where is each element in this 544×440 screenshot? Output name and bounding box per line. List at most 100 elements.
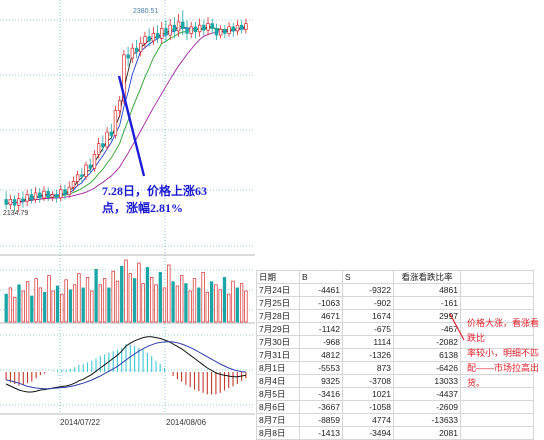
cell-s: -1326 [342, 348, 394, 362]
cell-s: -902 [342, 296, 394, 310]
table-row: 8月7日 -8859 4774 -13633 [256, 413, 534, 427]
cell-ratio: 4861 [393, 283, 461, 297]
volume-bar [222, 277, 227, 323]
moving-average-line [5, 27, 246, 205]
volume-bar [214, 284, 218, 323]
candle-body [126, 54, 130, 59]
stock-chart: 2380.51 2134.79 2014/07/22 2014/08/06 7.28日… [0, 0, 255, 432]
chart-canvas: 2380.51 2134.79 2014/07/22 2014/08/06 [0, 0, 255, 427]
volume-bar [141, 283, 145, 323]
candle-body [176, 21, 181, 32]
cell-b: 9325 [299, 374, 343, 388]
candle-body [59, 189, 63, 199]
volume-bar [38, 287, 43, 323]
candle-body [185, 28, 189, 34]
candle-body [42, 190, 46, 199]
candle-body [197, 24, 202, 33]
volume-bar [77, 273, 81, 323]
cell-s: 1021 [342, 387, 394, 401]
volume-bar [72, 284, 77, 323]
cell-s: 4774 [342, 413, 394, 427]
candle-body [239, 24, 244, 30]
candle-body [21, 198, 25, 202]
cell-date: 8月5日 [256, 387, 300, 401]
volume-bar [115, 280, 120, 323]
candle-body [218, 28, 223, 36]
price-annotation: 7.28日，价格上涨63 点，涨幅2.81% [102, 183, 212, 217]
volume-bar [201, 272, 205, 323]
candle-body [122, 54, 126, 102]
volume-bar [43, 291, 47, 323]
cell-ratio: 2997 [393, 309, 461, 323]
volume-bar [192, 278, 197, 323]
candle-body [130, 47, 135, 59]
candle-body [4, 199, 8, 205]
candle-body [134, 47, 139, 52]
volume-bar [17, 284, 21, 323]
analysis-note: 价格大涨，看涨看跌比 率较小，明细不匹 配——市场拉高出 货。 [467, 316, 544, 391]
candle-body [168, 24, 172, 36]
cell-s: 1674 [342, 309, 394, 323]
cell-b: -968 [299, 335, 343, 349]
moving-average-line [5, 28, 246, 205]
volume-bar [85, 277, 90, 323]
moving-average-line [5, 26, 247, 205]
volume-bar [218, 289, 222, 323]
volume-bar [132, 278, 137, 323]
table-row: 8月8日 -1413 -3494 2081 [256, 426, 534, 440]
cell-ratio: -13633 [393, 413, 461, 427]
candle-body [88, 164, 92, 169]
candle-body [50, 194, 55, 198]
volume-bar [162, 287, 167, 323]
candle-body [54, 194, 59, 199]
candle-body [181, 21, 185, 29]
cell-date: 7月24日 [256, 283, 300, 297]
volume-bar [68, 289, 73, 323]
candle-body [117, 100, 122, 112]
cell-date: 8月8日 [256, 426, 300, 440]
candle-body [164, 28, 168, 36]
volume-bar [154, 284, 158, 323]
cell-b: -1413 [299, 426, 343, 440]
candle-body [25, 194, 29, 202]
candle-body [63, 189, 67, 195]
candle-body [96, 143, 101, 155]
cell-date: 8月7日 [256, 413, 300, 427]
volume-bar [64, 279, 68, 323]
volume-bar [4, 293, 8, 323]
table-row: 8月4日 9325 -3708 13033 [256, 374, 534, 388]
x-axis-date-label: 2014/08/06 [166, 418, 207, 427]
volume-bar [107, 287, 111, 323]
volume-bar [209, 281, 214, 323]
flow-table: 日期 B S 看涨看跌比率 7月24日 -4461 -9322 4861 7月25日 -1… [256, 270, 534, 440]
volume-bar [111, 270, 115, 323]
cell-ratio: -2082 [393, 335, 461, 349]
cell-b: -4461 [299, 283, 343, 297]
volume-bar [137, 262, 141, 323]
note-line-3: 配——市场拉高出 [467, 363, 540, 373]
candle-body [189, 26, 193, 34]
volume-bar [60, 293, 64, 323]
volume-bar [244, 290, 248, 323]
candle-body [210, 23, 214, 29]
candle-body [139, 42, 143, 52]
cell-ratio: 6138 [393, 348, 461, 362]
max-price-label: 2380.51 [133, 8, 158, 15]
volume-bar [90, 290, 94, 323]
cell-date: 7月28日 [256, 309, 300, 323]
cell-ratio: 2081 [393, 426, 461, 440]
candle-body [38, 192, 42, 199]
candle-body [227, 26, 231, 34]
table-header-row: 日期 B S 看涨看跌比率 [256, 270, 534, 284]
moving-average-line [5, 25, 247, 205]
candle-body [12, 199, 17, 206]
volume-bar [231, 280, 235, 323]
volume-bar [184, 283, 188, 323]
header-s: S [342, 270, 394, 284]
table-row: 7月28日 4671 1674 2997 [256, 309, 534, 323]
table-row: 8月5日 -3416 1021 -4437 [256, 387, 534, 401]
volume-bar [13, 296, 17, 323]
volume-bar [55, 285, 60, 323]
header-ratio: 看涨看跌比率 [393, 270, 461, 284]
note-line-2: 率较小，明细不匹 [467, 348, 540, 358]
